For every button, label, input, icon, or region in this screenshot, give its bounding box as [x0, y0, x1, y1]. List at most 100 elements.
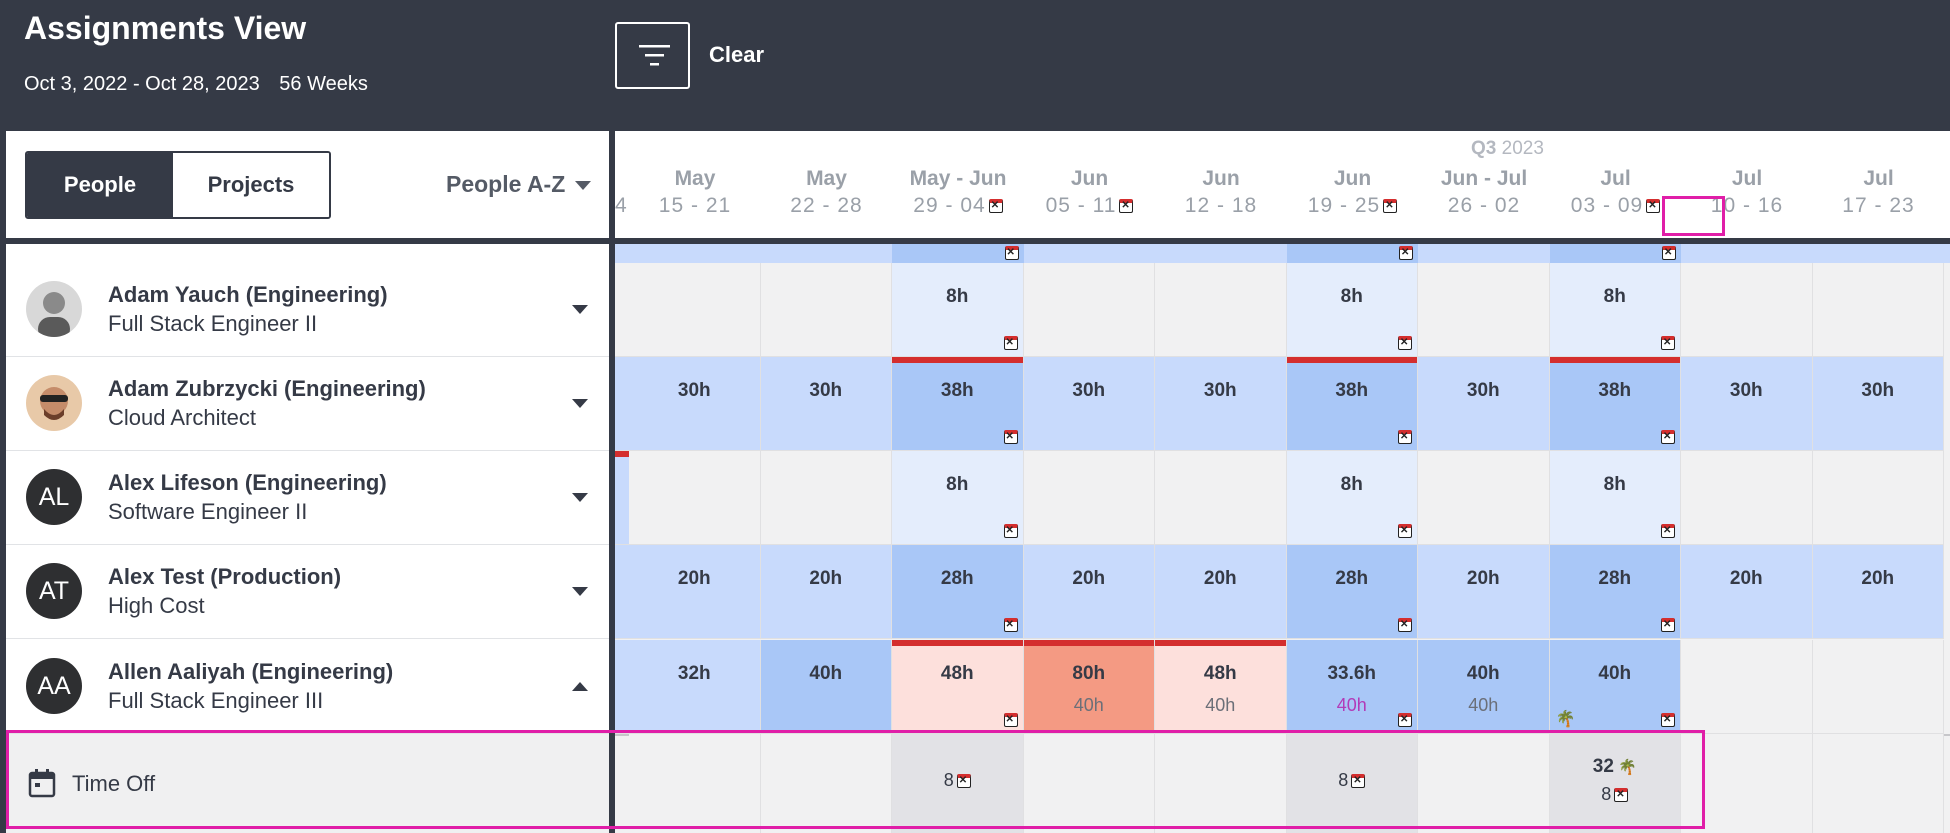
week-header[interactable]: Jun - Jul 26 - 02	[1418, 167, 1550, 218]
assignment-cell[interactable]	[1681, 263, 1813, 357]
filter-button[interactable]	[615, 22, 690, 89]
assignment-cell[interactable]: 8h	[892, 451, 1024, 545]
person-row[interactable]: Adam Zubrzycki (Engineering) Cloud Archit…	[6, 357, 609, 451]
assignment-cell[interactable]: 48h	[892, 640, 1024, 734]
time-off-cell[interactable]	[1812, 734, 1944, 833]
assignment-cell[interactable]	[1812, 263, 1944, 357]
assignment-cell[interactable]: 30h	[1023, 357, 1155, 451]
assignment-cell[interactable]	[1418, 451, 1550, 545]
assignment-cell[interactable]: 30h	[1155, 357, 1287, 451]
assignment-cell[interactable]: 38h	[892, 357, 1024, 451]
capacity-value: 40h	[1205, 695, 1236, 715]
time-off-cell[interactable]	[1681, 734, 1813, 833]
week-header[interactable]: Jul 17 - 23	[1813, 167, 1945, 218]
assignment-cell[interactable]: 20h	[1155, 545, 1287, 639]
assignment-cell[interactable]	[1418, 263, 1550, 357]
person-row[interactable]: AT Alex Test (Production) High Cost	[6, 545, 609, 639]
assignment-cell[interactable]: 8h	[1549, 451, 1681, 545]
assignment-cell[interactable]: 38h	[1286, 357, 1418, 451]
week-header[interactable]: May 15 - 21	[629, 167, 761, 218]
expand-chevron-icon[interactable]	[572, 399, 588, 408]
assignment-cell[interactable]	[1023, 451, 1155, 545]
assignment-cell[interactable]: 40h 40h	[1418, 640, 1550, 734]
assignment-cell[interactable]: 30h	[1812, 357, 1944, 451]
time-off-cell[interactable]	[629, 734, 761, 833]
assignment-cell[interactable]: 80h 40h	[1023, 640, 1155, 734]
assignment-cell[interactable]	[760, 451, 892, 545]
time-off-cell[interactable]: 8	[892, 734, 1024, 833]
person-row[interactable]: AL Alex Lifeson (Engineering) Software Eng…	[6, 451, 609, 545]
assignment-cell[interactable]: 8h	[1549, 263, 1681, 357]
assignment-cell[interactable]: 20h	[1812, 545, 1944, 639]
expand-chevron-icon[interactable]	[572, 587, 588, 596]
week-days-text: 22 - 28	[790, 194, 863, 217]
week-header[interactable]: Jul 03 - 09	[1550, 167, 1682, 218]
assignment-cell[interactable]: 20h	[1681, 545, 1813, 639]
expand-chevron-icon[interactable]	[572, 305, 588, 314]
assignment-cell[interactable]: 28h	[1286, 545, 1418, 639]
clear-button[interactable]: Clear	[709, 42, 765, 67]
assignment-cell[interactable]: 20h	[1418, 545, 1550, 639]
hours-value: 28h	[1598, 568, 1632, 589]
holiday-calendar-icon	[1351, 774, 1366, 789]
assignment-cell[interactable]: 40h	[760, 640, 892, 734]
sort-dropdown[interactable]: People A-Z	[446, 171, 592, 198]
quarter-year: 2023	[1501, 138, 1544, 159]
date-range: Oct 3, 2022 - Oct 28, 2023 56 Weeks	[24, 73, 368, 96]
assignment-cell[interactable]: 40h 🌴	[1549, 640, 1681, 734]
toggle-projects-button[interactable]: Projects	[173, 153, 329, 217]
week-header[interactable]: Jun 05 - 11	[1024, 167, 1156, 218]
week-header[interactable]: May 22 - 28	[761, 167, 893, 218]
assignment-cell[interactable]: 20h	[629, 545, 761, 639]
assignment-cell[interactable]: 20h	[1023, 545, 1155, 639]
assignment-cell[interactable]: 48h 40h	[1155, 640, 1287, 734]
assignment-cell[interactable]	[1155, 263, 1287, 357]
week-header[interactable]: May - Jun 29 - 04	[892, 167, 1024, 218]
time-off-cell[interactable]: 32 🌴 8	[1549, 734, 1681, 833]
assignment-cell[interactable]	[1681, 451, 1813, 545]
assignment-cell[interactable]	[1155, 451, 1287, 545]
collapse-chevron-icon[interactable]	[572, 682, 588, 691]
person-name: Adam Yauch (Engineering)	[108, 282, 388, 307]
assignment-cell[interactable]: 8h	[1286, 263, 1418, 357]
assignment-cell[interactable]: 8h	[892, 263, 1024, 357]
assignment-cell[interactable]: 38h	[1549, 357, 1681, 451]
assignment-cell[interactable]: 28h	[892, 545, 1024, 639]
assignment-cell[interactable]: 30h	[1418, 357, 1550, 451]
assignment-cell[interactable]	[629, 451, 761, 545]
person-row[interactable]: AA Allen Aaliyah (Engineering) Full Stack …	[6, 640, 609, 734]
time-off-cell[interactable]	[1023, 734, 1155, 833]
assignment-cell[interactable]	[1681, 640, 1813, 734]
week-days-text: 10 - 16	[1710, 194, 1784, 217]
assignment-cell[interactable]: 28h	[1549, 545, 1681, 639]
assignment-cell[interactable]: 30h	[760, 357, 892, 451]
assignment-cell[interactable]: 33.6h 40h	[1286, 640, 1418, 734]
time-off-cell[interactable]	[1418, 734, 1550, 833]
holiday-calendar-icon	[988, 199, 1003, 214]
assignment-cell[interactable]	[1812, 451, 1944, 545]
person-row[interactable]: Adam Yauch (Engineering) Full Stack Engin…	[6, 263, 609, 357]
time-off-value: 8	[943, 770, 954, 790]
assignment-cell[interactable]	[1812, 640, 1944, 734]
week-header[interactable]: Jul 10 - 16	[1681, 167, 1813, 218]
week-days-text: 15 - 21	[658, 194, 732, 217]
toggle-people-button[interactable]: People	[27, 153, 173, 217]
hours-value: 8h	[946, 286, 969, 307]
week-partial-label: 4	[615, 194, 627, 217]
assignment-cell[interactable]	[760, 263, 892, 357]
assignment-cell[interactable]: 32h	[629, 640, 761, 734]
time-off-cell[interactable]: 8	[1286, 734, 1418, 833]
expand-chevron-icon[interactable]	[572, 493, 588, 502]
week-header[interactable]: Jun 12 - 18	[1155, 167, 1287, 218]
week-header[interactable]: Jun 19 - 25	[1287, 167, 1419, 218]
assignment-cell[interactable]: 8h	[1286, 451, 1418, 545]
person-role: Full Stack Engineer II	[108, 311, 318, 336]
assignment-cell[interactable]: 30h	[629, 357, 761, 451]
assignment-cell[interactable]: 30h	[1681, 357, 1813, 451]
person-name: Alex Lifeson (Engineering)	[108, 470, 387, 495]
time-off-cell[interactable]	[760, 734, 892, 833]
assignment-cell[interactable]	[629, 263, 761, 357]
assignment-cell[interactable]	[1023, 263, 1155, 357]
assignment-cell[interactable]: 20h	[760, 545, 892, 639]
time-off-cell[interactable]	[1155, 734, 1287, 833]
